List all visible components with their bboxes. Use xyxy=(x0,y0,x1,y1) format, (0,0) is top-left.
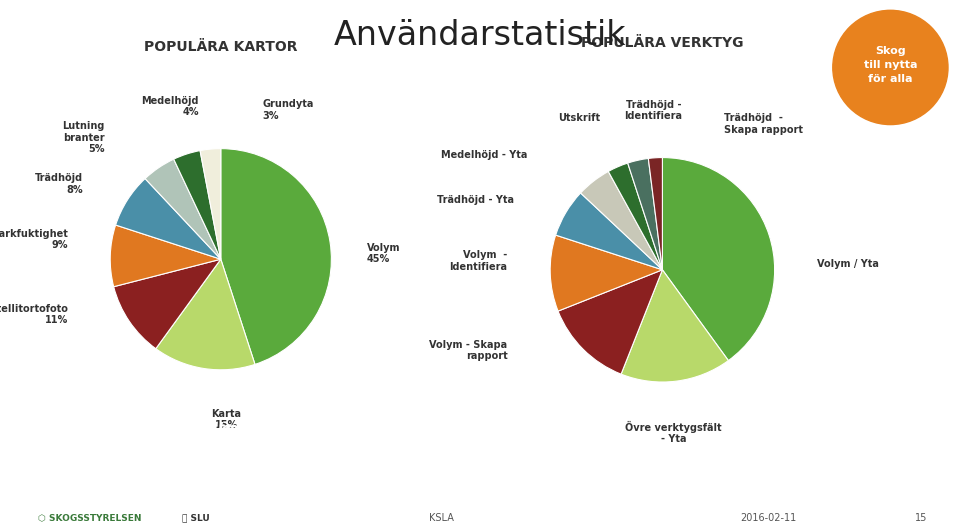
Text: Volym  -
Identifiera: Volym - Identifiera xyxy=(449,250,508,271)
Text: Satellitortofoto
11%: Satellitortofoto 11% xyxy=(0,304,68,325)
Text: Trädhöjd
8%: Trädhöjd 8% xyxy=(35,173,83,195)
Text: KSLA: KSLA xyxy=(429,513,454,523)
Wedge shape xyxy=(621,270,729,382)
Wedge shape xyxy=(110,225,221,287)
Text: 🌿 SLU: 🌿 SLU xyxy=(182,513,210,523)
Wedge shape xyxy=(115,179,221,259)
Wedge shape xyxy=(628,159,662,270)
Wedge shape xyxy=(145,159,221,259)
Title: POPULÄRA KARTOR: POPULÄRA KARTOR xyxy=(144,40,298,54)
Wedge shape xyxy=(113,259,221,349)
Text: 2016-02-11: 2016-02-11 xyxy=(740,513,796,523)
Text: Lutning
branter
5%: Lutning branter 5% xyxy=(62,121,105,154)
Text: Medelhöjd
4%: Medelhöjd 4% xyxy=(141,96,199,117)
Wedge shape xyxy=(648,158,662,270)
Wedge shape xyxy=(550,235,662,311)
Wedge shape xyxy=(156,259,255,370)
Wedge shape xyxy=(174,151,221,259)
Text: Trädhöjd -
Identifiera: Trädhöjd - Identifiera xyxy=(624,99,683,121)
Text: Totalt sett ca 8000 unika användare av
skogliga grunddata sedan den 15 okt 2015.: Totalt sett ca 8000 unika användare av s… xyxy=(15,422,408,480)
Wedge shape xyxy=(558,270,662,374)
Wedge shape xyxy=(556,193,662,270)
Text: Skog
till nytta
för alla: Skog till nytta för alla xyxy=(864,46,917,84)
Text: Användarstatistik: Användarstatistik xyxy=(334,19,626,51)
Text: Markfuktighet
9%: Markfuktighet 9% xyxy=(0,229,68,250)
Wedge shape xyxy=(662,158,775,361)
Wedge shape xyxy=(581,171,662,270)
Title: POPULÄRA VERKTYG: POPULÄRA VERKTYG xyxy=(581,36,744,50)
Text: Volym - Skapa
rapport: Volym - Skapa rapport xyxy=(429,340,508,361)
Text: Medelhöjd - Yta: Medelhöjd - Yta xyxy=(442,150,528,160)
Wedge shape xyxy=(609,163,662,270)
Text: Grundyta
3%: Grundyta 3% xyxy=(263,99,314,121)
Text: Volym
45%: Volym 45% xyxy=(367,243,400,264)
Text: Trädhöjd  -
Skapa rapport: Trädhöjd - Skapa rapport xyxy=(724,113,804,135)
Text: Volym / Yta: Volym / Yta xyxy=(817,259,879,269)
Text: Trädhöjd - Yta: Trädhöjd - Yta xyxy=(437,195,515,205)
Text: ⬡ SKOGSSTYRELSEN: ⬡ SKOGSSTYRELSEN xyxy=(38,513,142,523)
Circle shape xyxy=(832,11,948,124)
Text: Utskrift: Utskrift xyxy=(559,113,601,123)
Text: Övre verktygsfält
- Yta: Övre verktygsfält - Yta xyxy=(625,421,722,444)
Wedge shape xyxy=(200,149,221,259)
Wedge shape xyxy=(221,149,331,364)
Text: 15: 15 xyxy=(916,513,927,523)
Text: Karta
15%: Karta 15% xyxy=(211,409,241,431)
